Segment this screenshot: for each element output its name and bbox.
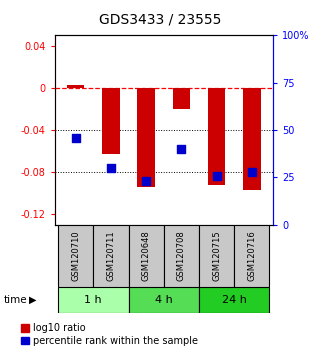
Text: GSM120715: GSM120715 [212, 230, 221, 281]
Text: ▶: ▶ [29, 295, 36, 305]
Bar [208, 88, 225, 185]
Text: 4 h: 4 h [155, 295, 173, 305]
FancyBboxPatch shape [93, 225, 128, 287]
FancyBboxPatch shape [234, 225, 269, 287]
Point [143, 178, 149, 184]
Text: GSM120708: GSM120708 [177, 230, 186, 281]
FancyBboxPatch shape [128, 287, 199, 313]
Text: GSM120710: GSM120710 [71, 230, 80, 281]
Text: 1 h: 1 h [84, 295, 102, 305]
Point [73, 135, 78, 141]
FancyBboxPatch shape [58, 287, 128, 313]
FancyBboxPatch shape [164, 225, 199, 287]
Bar [102, 88, 120, 154]
Bar [67, 85, 84, 88]
Text: time: time [3, 295, 27, 305]
Legend: log10 ratio, percentile rank within the sample: log10 ratio, percentile rank within the … [21, 324, 198, 346]
FancyBboxPatch shape [128, 225, 164, 287]
Text: GDS3433 / 23555: GDS3433 / 23555 [99, 12, 222, 27]
Bar [243, 88, 261, 190]
FancyBboxPatch shape [199, 225, 234, 287]
FancyBboxPatch shape [199, 287, 269, 313]
Point [108, 165, 113, 171]
Point [249, 169, 254, 175]
Point [214, 173, 219, 178]
Text: GSM120648: GSM120648 [142, 230, 151, 281]
Point [179, 146, 184, 152]
Bar [137, 88, 155, 187]
FancyBboxPatch shape [58, 225, 93, 287]
Text: GSM120716: GSM120716 [247, 230, 256, 281]
Text: GSM120711: GSM120711 [106, 230, 116, 281]
Bar [172, 88, 190, 109]
Text: 24 h: 24 h [222, 295, 247, 305]
